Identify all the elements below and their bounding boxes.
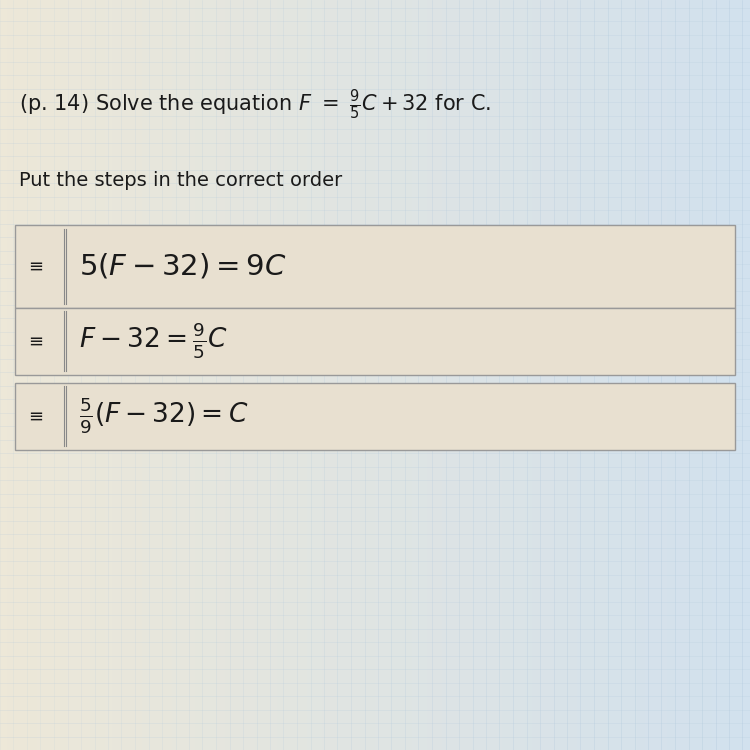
Text: ≡: ≡ [28, 257, 44, 275]
Text: $F - 32 = \frac{9}{5}C$: $F - 32 = \frac{9}{5}C$ [79, 321, 227, 362]
FancyBboxPatch shape [15, 382, 735, 450]
Text: $\frac{5}{9}\left(F - 32\right) = C$: $\frac{5}{9}\left(F - 32\right) = C$ [79, 396, 248, 436]
Text: ≡: ≡ [28, 407, 44, 425]
Text: ≡: ≡ [28, 332, 44, 350]
Text: (p. 14) Solve the equation $\mathit{F}\ =\ \frac{9}{5}\mathit{C}+32$ for C.: (p. 14) Solve the equation $\mathit{F}\ … [19, 88, 490, 122]
FancyBboxPatch shape [15, 308, 735, 375]
Text: Put the steps in the correct order: Put the steps in the correct order [19, 170, 342, 190]
FancyBboxPatch shape [15, 225, 735, 308]
Text: $5\left(F - 32\right) = 9C$: $5\left(F - 32\right) = 9C$ [79, 252, 286, 280]
